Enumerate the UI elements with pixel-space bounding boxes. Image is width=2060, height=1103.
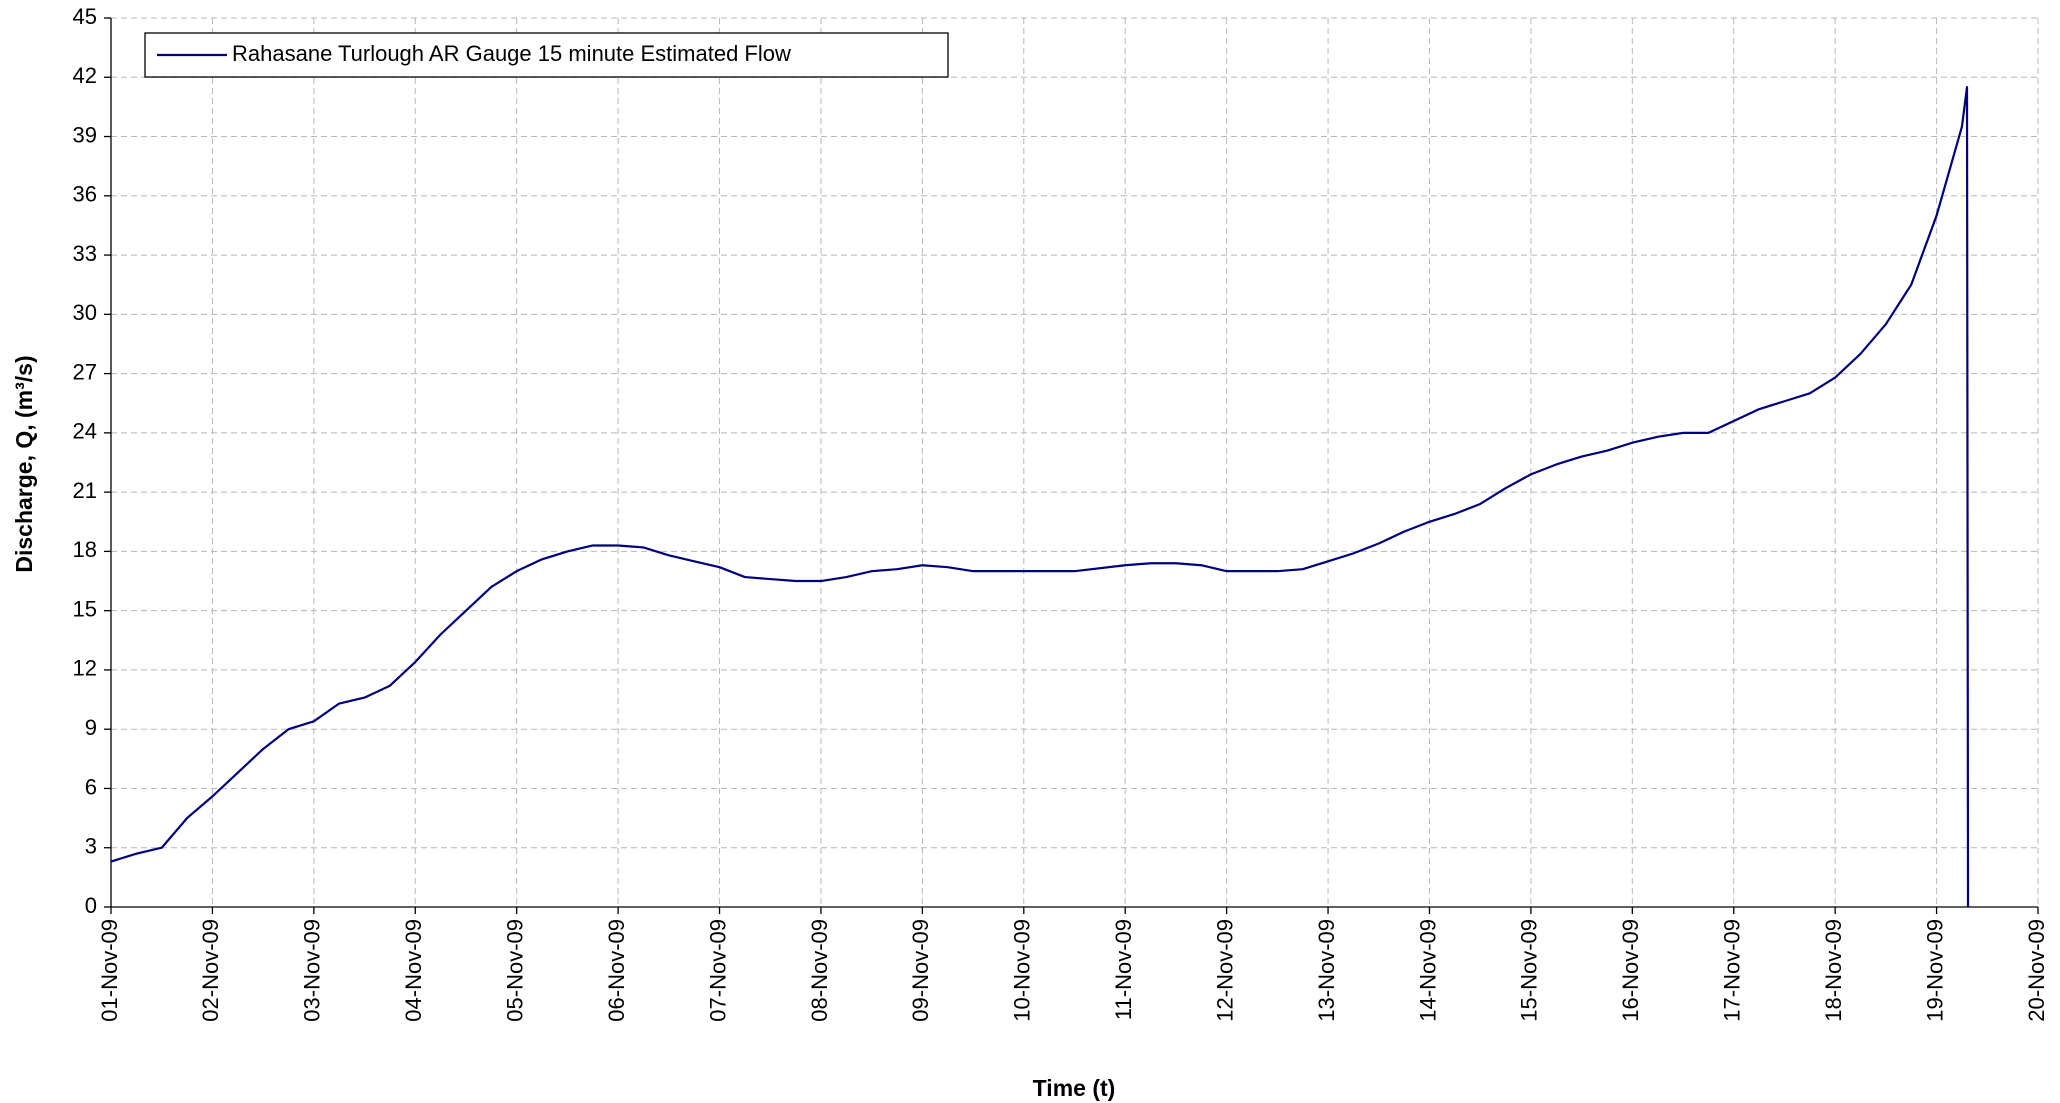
y-tick-label: 21 xyxy=(73,478,97,503)
y-tick-label: 9 xyxy=(85,715,97,740)
y-tick-label: 3 xyxy=(85,834,97,859)
x-tick-label: 07-Nov-09 xyxy=(705,919,730,1022)
y-tick-label: 12 xyxy=(73,656,97,681)
y-tick-label: 18 xyxy=(73,537,97,562)
y-tick-label: 39 xyxy=(73,122,97,147)
x-tick-label: 06-Nov-09 xyxy=(604,919,629,1022)
x-tick-label: 19-Nov-09 xyxy=(1922,919,1947,1022)
x-tick-label: 04-Nov-09 xyxy=(401,919,426,1022)
x-tick-label: 16-Nov-09 xyxy=(1618,919,1643,1022)
y-tick-label: 15 xyxy=(73,596,97,621)
y-axis-title: Discharge, Q, (m³/s) xyxy=(11,355,37,572)
x-tick-label: 03-Nov-09 xyxy=(300,919,325,1022)
x-axis-title: Time (t) xyxy=(1033,1075,1116,1101)
x-tick-label: 09-Nov-09 xyxy=(908,919,933,1022)
y-tick-label: 30 xyxy=(73,300,97,325)
x-tick-label: 15-Nov-09 xyxy=(1517,919,1542,1022)
y-tick-label: 33 xyxy=(73,241,97,266)
y-tick-label: 36 xyxy=(73,182,97,207)
y-tick-label: 6 xyxy=(85,774,97,799)
x-tick-label: 13-Nov-09 xyxy=(1314,919,1339,1022)
y-tick-label: 27 xyxy=(73,359,97,384)
x-tick-label: 18-Nov-09 xyxy=(1821,919,1846,1022)
x-tick-label: 17-Nov-09 xyxy=(1720,919,1745,1022)
x-tick-label: 08-Nov-09 xyxy=(807,919,832,1022)
x-tick-label: 12-Nov-09 xyxy=(1212,919,1237,1022)
x-tick-label: 11-Nov-09 xyxy=(1111,919,1136,1020)
y-tick-label: 42 xyxy=(73,63,97,88)
x-tick-label: 05-Nov-09 xyxy=(502,919,527,1022)
x-tick-label: 20-Nov-09 xyxy=(2024,919,2049,1022)
x-tick-label: 10-Nov-09 xyxy=(1010,919,1035,1022)
y-tick-label: 45 xyxy=(73,4,97,29)
y-tick-label: 0 xyxy=(85,893,97,918)
x-tick-label: 02-Nov-09 xyxy=(198,919,223,1022)
legend-label: Rahasane Turlough AR Gauge 15 minute Est… xyxy=(232,41,791,66)
legend-box xyxy=(144,32,949,78)
y-tick-label: 24 xyxy=(73,419,97,444)
x-tick-label: 14-Nov-09 xyxy=(1415,919,1440,1022)
x-tick-label: 01-Nov-09 xyxy=(97,919,122,1022)
line xyxy=(110,86,1970,908)
